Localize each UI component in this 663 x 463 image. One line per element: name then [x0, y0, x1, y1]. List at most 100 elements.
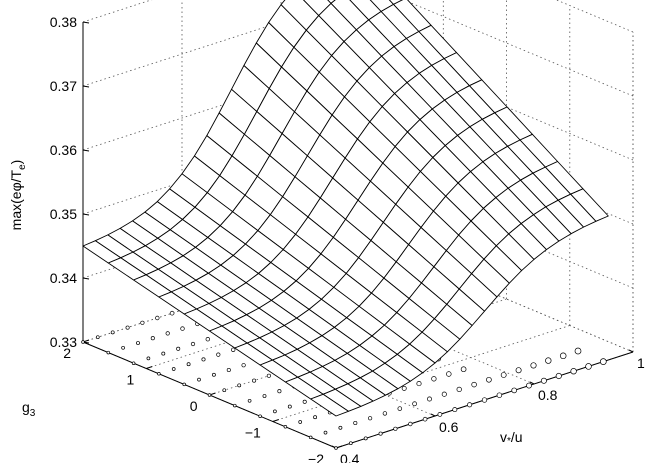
floor-marker	[252, 378, 257, 383]
floor-marker	[467, 402, 473, 408]
floor-marker	[348, 441, 353, 446]
floor-marker	[171, 367, 176, 371]
floor-marker	[511, 387, 518, 394]
floor-marker	[559, 352, 567, 360]
grid-floor-x	[280, 277, 535, 385]
floor-marker	[422, 416, 428, 422]
floor-marker	[452, 407, 458, 413]
floor-marker	[460, 366, 467, 373]
floor-marker	[540, 377, 547, 384]
floor-marker	[155, 315, 160, 321]
floor-marker	[273, 409, 277, 414]
z-tick-mark	[82, 149, 90, 152]
floor-marker	[431, 376, 437, 382]
surface-cell	[327, 0, 336, 4]
y-tick-label: 1	[127, 372, 135, 388]
floor-marker	[500, 372, 507, 378]
z-tick-mark	[82, 213, 90, 216]
floor-marker	[412, 401, 417, 407]
floor-marker	[570, 368, 577, 375]
floor-marker	[363, 436, 368, 441]
grid-side-z	[379, 245, 634, 353]
floor-marker	[353, 420, 358, 426]
x-tick-label: 0.4	[340, 451, 360, 463]
x-tick-mark	[628, 349, 634, 353]
y-tick-label: 2	[63, 345, 71, 361]
floor-marker	[283, 425, 288, 429]
surface-cell	[310, 393, 349, 417]
floor-marker	[207, 393, 212, 397]
floor-marker	[121, 345, 125, 350]
floor-marker	[530, 362, 537, 369]
floor-marker	[496, 392, 503, 398]
floor-marker	[233, 403, 237, 408]
grid-side-z	[379, 53, 634, 161]
x-tick-label: 1	[637, 355, 645, 371]
floor-marker	[393, 426, 398, 431]
floor-marker	[110, 330, 115, 335]
floor-marker	[237, 383, 242, 388]
floor-marker	[334, 446, 338, 450]
z-tick-mark	[82, 21, 90, 24]
tick-labels: 0.4 0.6 0.8 1 −2 −1 0 1 20.33 0.34 0.35 0.36 0.37 0.3…	[50, 14, 645, 463]
x-tick-mark	[430, 413, 436, 417]
floor-marker	[298, 420, 303, 424]
x-tick-label: 0.8	[538, 387, 558, 403]
floor-marker	[323, 430, 328, 435]
floor-marker	[266, 373, 272, 378]
y-tick-mark	[146, 366, 153, 369]
floor-marker	[408, 421, 413, 427]
floor-marker	[211, 372, 216, 377]
floor-marker	[95, 335, 100, 340]
floor-marker	[146, 356, 151, 361]
floor-marker	[437, 412, 443, 417]
floor-marker	[140, 320, 145, 325]
x-axis-label: v*/u	[500, 429, 523, 447]
floor-marker	[150, 336, 155, 341]
floor-marker	[397, 406, 403, 411]
floor-marker	[161, 351, 166, 356]
floor-marker	[216, 352, 221, 357]
y-tick-label: −2	[308, 451, 324, 463]
floor-marker	[277, 389, 282, 394]
x-tick-mark	[529, 381, 535, 385]
z-tick-label: 0.36	[50, 142, 77, 158]
z-axis-label: max(eφ/Te)	[8, 160, 28, 231]
floor-marker	[367, 416, 373, 421]
floor-marker	[574, 347, 582, 355]
floor-marker	[526, 382, 532, 389]
floor-marker	[308, 435, 313, 440]
z-tick-label: 0.37	[50, 78, 77, 94]
floor-marker	[401, 385, 407, 391]
floor-marker	[599, 358, 607, 365]
floor-marker	[226, 367, 231, 373]
grid-floor-x	[181, 309, 436, 417]
z-tick-label: 0.33	[50, 334, 77, 350]
floor-marker	[338, 425, 343, 430]
floor-marker	[427, 396, 432, 402]
floor-marker	[180, 326, 185, 331]
floor-marker	[136, 341, 140, 345]
z-tick-label: 0.34	[50, 270, 77, 286]
floor-marker	[258, 414, 262, 418]
floor-marker	[287, 404, 292, 409]
floor-marker	[197, 377, 201, 382]
floor-marker	[585, 363, 592, 370]
floor-marker	[125, 325, 130, 330]
floor-marker	[486, 376, 492, 383]
floor-marker	[131, 361, 136, 365]
floor-marker	[262, 394, 267, 398]
floor-marker	[382, 411, 388, 416]
z-tick-mark	[82, 85, 90, 88]
floor-marker	[186, 362, 191, 367]
floor-marker	[555, 372, 562, 380]
floor-marker	[176, 346, 181, 351]
z-tick-mark	[82, 277, 90, 280]
floor-marker	[182, 382, 186, 387]
floor-marker	[165, 331, 170, 336]
z-tick-label: 0.35	[50, 206, 77, 222]
floor-marker	[302, 399, 307, 404]
floor-marker	[446, 371, 452, 377]
floor-marker	[416, 381, 422, 387]
